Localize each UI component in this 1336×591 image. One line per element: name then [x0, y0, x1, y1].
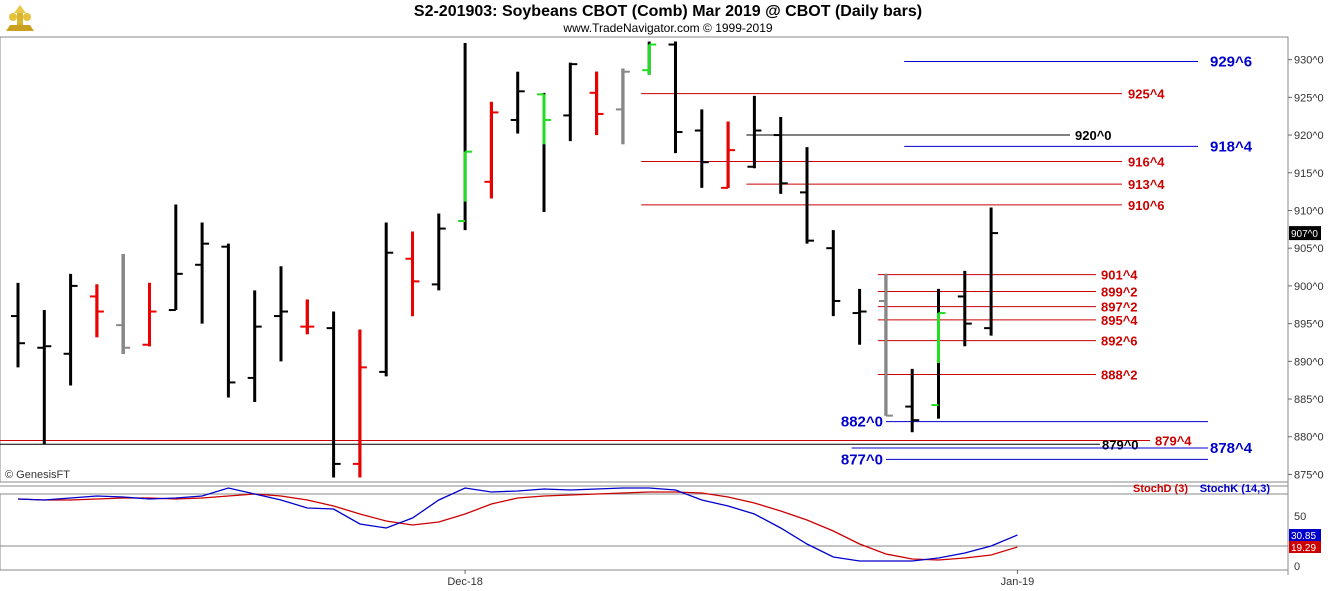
chart-subtitle: www.TradeNavigator.com © 1999-2019	[563, 21, 773, 35]
ohlc-bar	[747, 95, 762, 169]
y-tick-label: 900^0	[1294, 281, 1324, 293]
level-label: 925^4	[1128, 87, 1165, 102]
stoch-legend-label: StochK (14,3)	[1200, 483, 1271, 495]
ohlc-bar	[431, 213, 446, 291]
y-tick-label: 905^0	[1294, 243, 1324, 255]
level-label: 920^0	[1075, 128, 1112, 143]
ohlc-bar	[300, 299, 315, 335]
ohlc-bar	[379, 222, 394, 377]
stoch-line	[17, 491, 1018, 561]
stoch-value-tag	[1289, 541, 1321, 553]
ohlc-bar	[195, 222, 210, 324]
y-tick-label: 930^0	[1294, 55, 1324, 67]
ohlc-bar	[800, 147, 814, 244]
chart-title: S2-201903: Soybeans CBOT (Comb) Mar 2019…	[413, 3, 923, 20]
level-label: 916^4	[1128, 154, 1165, 169]
x-tick-label: Jan-19	[1001, 576, 1035, 588]
level-label: 910^6	[1128, 198, 1165, 213]
ohlc-bar	[11, 282, 25, 368]
stoch-y-tick-label: 0	[1294, 561, 1300, 573]
y-tick-label: 920^0	[1294, 130, 1324, 142]
ohlc-bar	[852, 288, 867, 345]
level-label: 879^4	[1155, 434, 1192, 449]
ohlc-bar	[826, 230, 841, 317]
ohlc-bar	[274, 266, 288, 362]
stoch-panel-frame	[0, 493, 1289, 571]
ohlc-bar	[984, 207, 999, 336]
last-price-label: 907^0	[1291, 229, 1318, 240]
level-label: 897^2	[1101, 300, 1138, 315]
y-tick-label: 875^0	[1294, 469, 1324, 481]
y-tick-label: 925^0	[1294, 92, 1324, 104]
y-tick-label: 885^0	[1294, 394, 1324, 406]
ohlc-bar	[615, 68, 630, 145]
level-label: 895^4	[1101, 313, 1138, 328]
level-label: 913^4	[1128, 177, 1165, 192]
x-tick-label: Dec-18	[447, 576, 482, 588]
ohlc-bar	[352, 329, 367, 478]
stoch-value-tag	[1289, 529, 1321, 541]
y-tick-label: 890^0	[1294, 356, 1324, 368]
ohlc-bar	[721, 121, 736, 189]
ohlc-bar	[405, 231, 420, 317]
ohlc-bar	[247, 290, 262, 403]
ohlc-bar	[89, 284, 104, 338]
ohlc-bar	[773, 116, 788, 194]
ohlc-bar	[458, 43, 473, 231]
last-price-tag	[1289, 226, 1321, 241]
level-label: 929^6	[1210, 54, 1252, 71]
stoch-legend-label: StochD (3)	[1133, 483, 1188, 495]
y-tick-label: 910^0	[1294, 205, 1324, 217]
stoch-value-label: 19.29	[1291, 543, 1316, 554]
price-panel-frame	[0, 36, 1289, 483]
ohlc-bar	[905, 368, 920, 433]
level-label: 892^6	[1101, 334, 1138, 349]
ohlc-bar	[116, 254, 131, 354]
level-label: 878^4	[1210, 440, 1253, 457]
y-tick-label: 880^0	[1294, 432, 1324, 444]
level-label: 918^4	[1210, 138, 1253, 155]
ohlc-bar	[142, 282, 157, 347]
stoch-value-label: 30.85	[1291, 531, 1316, 542]
ohlc-bar	[694, 109, 709, 188]
ohlc-bar	[510, 71, 525, 134]
ohlc-bar	[37, 310, 52, 445]
ohlc-bar	[484, 101, 499, 199]
ohlc-bar	[326, 311, 341, 478]
ohlc-bar	[563, 62, 578, 142]
level-label: 901^4	[1101, 268, 1138, 283]
logo-icon	[3, 3, 37, 37]
y-tick-label: 915^0	[1294, 168, 1324, 180]
ohlc-bar	[642, 41, 657, 75]
ohlc-bar	[668, 41, 683, 154]
ohlc-bar	[878, 273, 893, 417]
ohlc-bar	[537, 92, 551, 212]
ohlc-bar	[168, 204, 183, 312]
ohlc-bar	[589, 71, 604, 136]
ohlc-bar	[957, 270, 972, 347]
level-label: 899^2	[1101, 285, 1138, 300]
ohlc-bar	[931, 288, 946, 419]
level-label: 877^0	[841, 451, 883, 468]
stoch-line	[17, 487, 1018, 562]
level-label: 882^0	[841, 414, 883, 431]
ohlc-bar	[221, 243, 236, 398]
level-label: 879^0	[1102, 437, 1139, 452]
stoch-y-tick-label: 50	[1294, 511, 1306, 523]
y-tick-label: 895^0	[1294, 319, 1324, 331]
level-label: 888^2	[1101, 368, 1138, 383]
watermark-text: © GenesisFT	[5, 469, 70, 481]
ohlc-bar	[63, 273, 78, 386]
